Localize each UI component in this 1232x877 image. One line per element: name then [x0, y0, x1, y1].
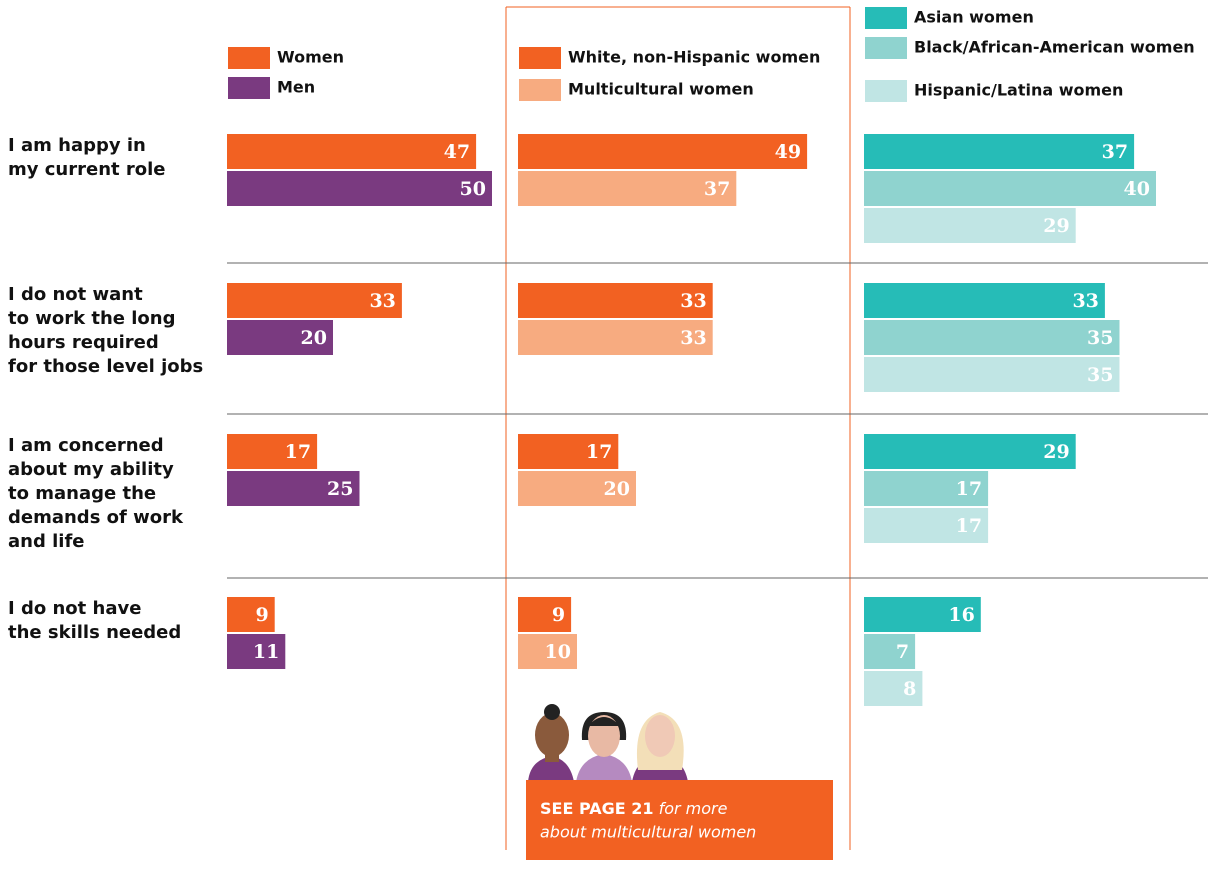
category-label: about my ability — [8, 459, 174, 480]
bar — [864, 471, 989, 506]
legend-swatch — [519, 47, 561, 69]
value-label: 20 — [604, 478, 630, 500]
category-label: demands of work — [8, 507, 184, 528]
value-label: 11 — [253, 641, 279, 663]
bar — [518, 283, 713, 318]
bar — [864, 508, 989, 543]
bar — [227, 283, 402, 318]
value-label: 17 — [285, 441, 311, 463]
value-label: 47 — [444, 141, 470, 163]
bar — [864, 434, 1076, 469]
callout-line: about multicultural women — [540, 823, 756, 842]
callout-box — [526, 780, 833, 860]
value-label: 29 — [1043, 441, 1069, 463]
category-label: hours required — [8, 332, 159, 353]
category-label: to manage the — [8, 483, 156, 504]
value-label: 8 — [903, 678, 916, 700]
value-label: 25 — [327, 478, 353, 500]
legend-label: Women — [277, 48, 344, 67]
bar — [518, 320, 713, 355]
legend-label: Black/African-American women — [914, 38, 1195, 57]
value-label: 33 — [1072, 290, 1098, 312]
bar — [864, 634, 916, 669]
value-label: 37 — [1102, 141, 1128, 163]
value-label: 29 — [1043, 215, 1069, 237]
bar — [518, 634, 577, 669]
bar — [227, 134, 477, 169]
legend-label: Men — [277, 78, 315, 97]
value-label: 20 — [301, 327, 327, 349]
category-label: to work the long — [8, 308, 175, 329]
bar — [864, 283, 1105, 318]
value-label: 33 — [680, 290, 706, 312]
value-label: 17 — [586, 441, 612, 463]
value-label: 9 — [255, 604, 268, 626]
category-label: I am concerned — [8, 435, 164, 456]
legend-label: Hispanic/Latina women — [914, 81, 1123, 100]
legend-swatch — [519, 79, 561, 101]
category-label: I am happy in — [8, 135, 146, 156]
value-label: 10 — [545, 641, 571, 663]
value-label: 33 — [680, 327, 706, 349]
value-label: 17 — [956, 478, 982, 500]
value-label: 35 — [1087, 364, 1113, 386]
legend-label: Asian women — [914, 8, 1034, 27]
value-label: 40 — [1124, 178, 1150, 200]
category-label: my current role — [8, 159, 166, 180]
legend-swatch — [228, 77, 270, 99]
category-label: and life — [8, 531, 85, 552]
value-label: 37 — [704, 178, 730, 200]
callout-text: SEE PAGE 21 for more — [540, 799, 728, 818]
legend-swatch — [865, 37, 907, 59]
legend-swatch — [865, 7, 907, 29]
callout-lead: SEE PAGE 21 — [540, 799, 654, 818]
bar — [864, 597, 981, 632]
value-label: 33 — [369, 290, 395, 312]
value-label: 49 — [775, 141, 801, 163]
legend-swatch — [865, 80, 907, 102]
bar — [864, 320, 1120, 355]
value-label: 16 — [948, 604, 974, 626]
bar — [864, 671, 923, 706]
bar — [227, 320, 333, 355]
bar — [227, 171, 492, 206]
bar — [227, 634, 286, 669]
bar — [518, 134, 808, 169]
illustration — [528, 704, 688, 782]
value-label: 50 — [460, 178, 486, 200]
bar — [864, 357, 1120, 392]
category-label: for those level jobs — [8, 356, 203, 377]
value-label: 9 — [552, 604, 565, 626]
bar — [864, 134, 1135, 169]
value-label: 35 — [1087, 327, 1113, 349]
bar — [864, 208, 1076, 243]
category-label: the skills needed — [8, 622, 181, 643]
bar — [227, 434, 318, 469]
legend-swatch — [228, 47, 270, 69]
bar — [518, 597, 572, 632]
bar — [227, 471, 360, 506]
category-label: I do not want — [8, 284, 143, 305]
value-label: 7 — [896, 641, 909, 663]
bar — [864, 171, 1156, 206]
legend-label: White, non-Hispanic women — [568, 48, 820, 67]
bar — [227, 597, 275, 632]
callout-line: for more — [659, 799, 728, 818]
bar — [518, 434, 619, 469]
bar — [518, 171, 737, 206]
category-label: I do not have — [8, 598, 141, 619]
legend-label: Multicultural women — [568, 80, 754, 99]
value-label: 17 — [956, 515, 982, 537]
bar — [518, 471, 636, 506]
